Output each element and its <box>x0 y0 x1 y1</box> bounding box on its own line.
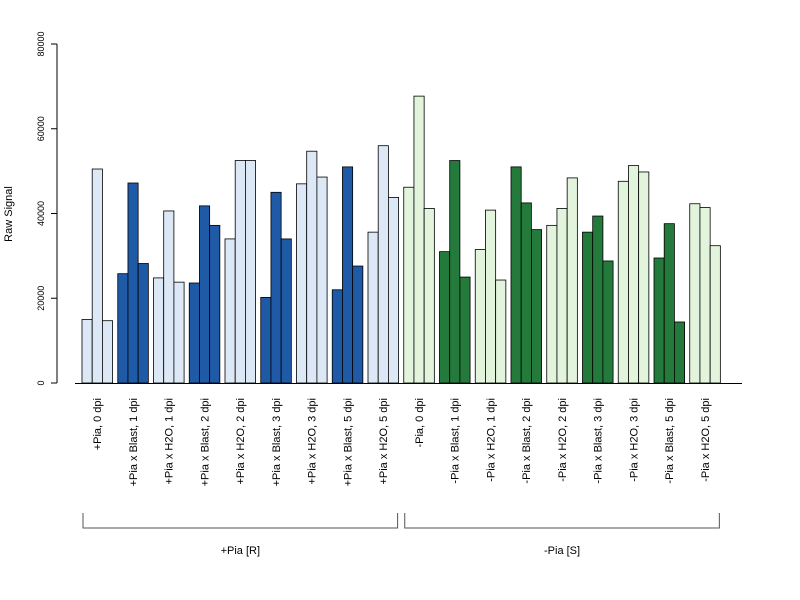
group-label: +Pia [R] <box>221 545 260 557</box>
bar <box>449 160 461 384</box>
category-label: -Pia x Blast, 2 dpi <box>521 398 533 484</box>
bar <box>127 182 139 384</box>
bar <box>403 186 415 384</box>
group-label: -Pia [S] <box>544 545 580 557</box>
bar <box>531 229 543 384</box>
category-label: +Pia x Blast, 5 dpi <box>342 398 354 486</box>
bar <box>689 203 701 384</box>
bar <box>387 196 399 384</box>
group-bracket <box>404 513 720 529</box>
bar <box>520 202 532 384</box>
bar <box>244 160 256 384</box>
bar <box>342 166 354 384</box>
bar <box>638 171 650 384</box>
bar <box>209 224 221 384</box>
bar <box>137 263 149 384</box>
bar <box>199 205 211 384</box>
bar <box>582 231 594 384</box>
bar <box>663 223 675 384</box>
bar <box>709 245 721 384</box>
bar <box>495 279 507 384</box>
y-tick-label: 60000 <box>36 116 46 141</box>
category-label: -Pia x H2O, 5 dpi <box>700 398 712 482</box>
bar <box>377 145 389 384</box>
category-label: +Pia x Blast, 1 dpi <box>128 398 140 486</box>
bar <box>234 160 246 384</box>
category-label: +Pia x H2O, 5 dpi <box>378 398 390 485</box>
bar <box>173 281 185 384</box>
bars <box>81 95 721 384</box>
bar <box>439 251 451 384</box>
category-label: -Pia x Blast, 1 dpi <box>450 398 462 484</box>
bar <box>653 257 665 384</box>
group-bracket <box>82 513 399 529</box>
bar <box>188 282 200 384</box>
y-tick-label: 80000 <box>36 31 46 56</box>
category-label: +Pia x H2O, 3 dpi <box>307 398 319 485</box>
bar <box>510 166 522 384</box>
bar <box>699 207 711 384</box>
bar <box>546 224 558 384</box>
y-tick-label: 40000 <box>36 201 46 226</box>
category-label: +Pia, 0 dpi <box>92 398 104 450</box>
category-label: +Pia x H2O, 2 dpi <box>235 398 247 485</box>
category-labels: +Pia, 0 dpi +Pia x Blast, 1 dpi +Pia x H2O… <box>92 398 712 486</box>
bar <box>566 177 578 384</box>
bar <box>117 273 129 384</box>
y-axis-title: Raw Signal <box>3 186 15 242</box>
category-label: +Pia x Blast, 3 dpi <box>271 398 283 486</box>
y-tick-label: 20000 <box>36 286 46 311</box>
category-label: +Pia x H2O, 1 dpi <box>164 398 176 485</box>
bar <box>270 191 282 384</box>
bar <box>81 319 93 384</box>
bar <box>617 180 629 384</box>
bar <box>413 95 425 384</box>
bar <box>459 276 471 384</box>
bar <box>316 176 328 384</box>
bar <box>367 231 379 384</box>
y-axis: 0 20000 40000 60000 80000 <box>36 31 58 386</box>
bar <box>592 215 604 384</box>
bar <box>102 320 114 384</box>
category-label: -Pia x Blast, 3 dpi <box>593 398 605 484</box>
bar <box>628 165 640 384</box>
bar <box>153 277 165 384</box>
bar <box>163 210 175 384</box>
bar <box>474 249 486 384</box>
category-label: -Pia x H2O, 3 dpi <box>628 398 640 482</box>
bar <box>91 168 103 384</box>
bar <box>674 321 686 384</box>
bar <box>260 297 272 384</box>
bar <box>331 289 343 384</box>
category-label: -Pia, 0 dpi <box>414 398 426 448</box>
bar <box>423 208 435 384</box>
bar <box>352 265 364 384</box>
category-label: -Pia x H2O, 2 dpi <box>557 398 569 482</box>
bar <box>306 150 318 384</box>
group-brackets: +Pia [R] -Pia [S] <box>82 513 720 557</box>
bar <box>224 238 236 384</box>
y-tick-label: 0 <box>36 380 46 385</box>
bar <box>280 238 292 384</box>
category-label: -Pia x Blast, 5 dpi <box>664 398 676 484</box>
category-label: -Pia x H2O, 1 dpi <box>485 398 497 482</box>
bar <box>602 260 614 384</box>
bar <box>296 183 308 384</box>
bar <box>556 208 568 384</box>
bar <box>485 209 497 384</box>
category-label: +Pia x Blast, 2 dpi <box>199 398 211 486</box>
